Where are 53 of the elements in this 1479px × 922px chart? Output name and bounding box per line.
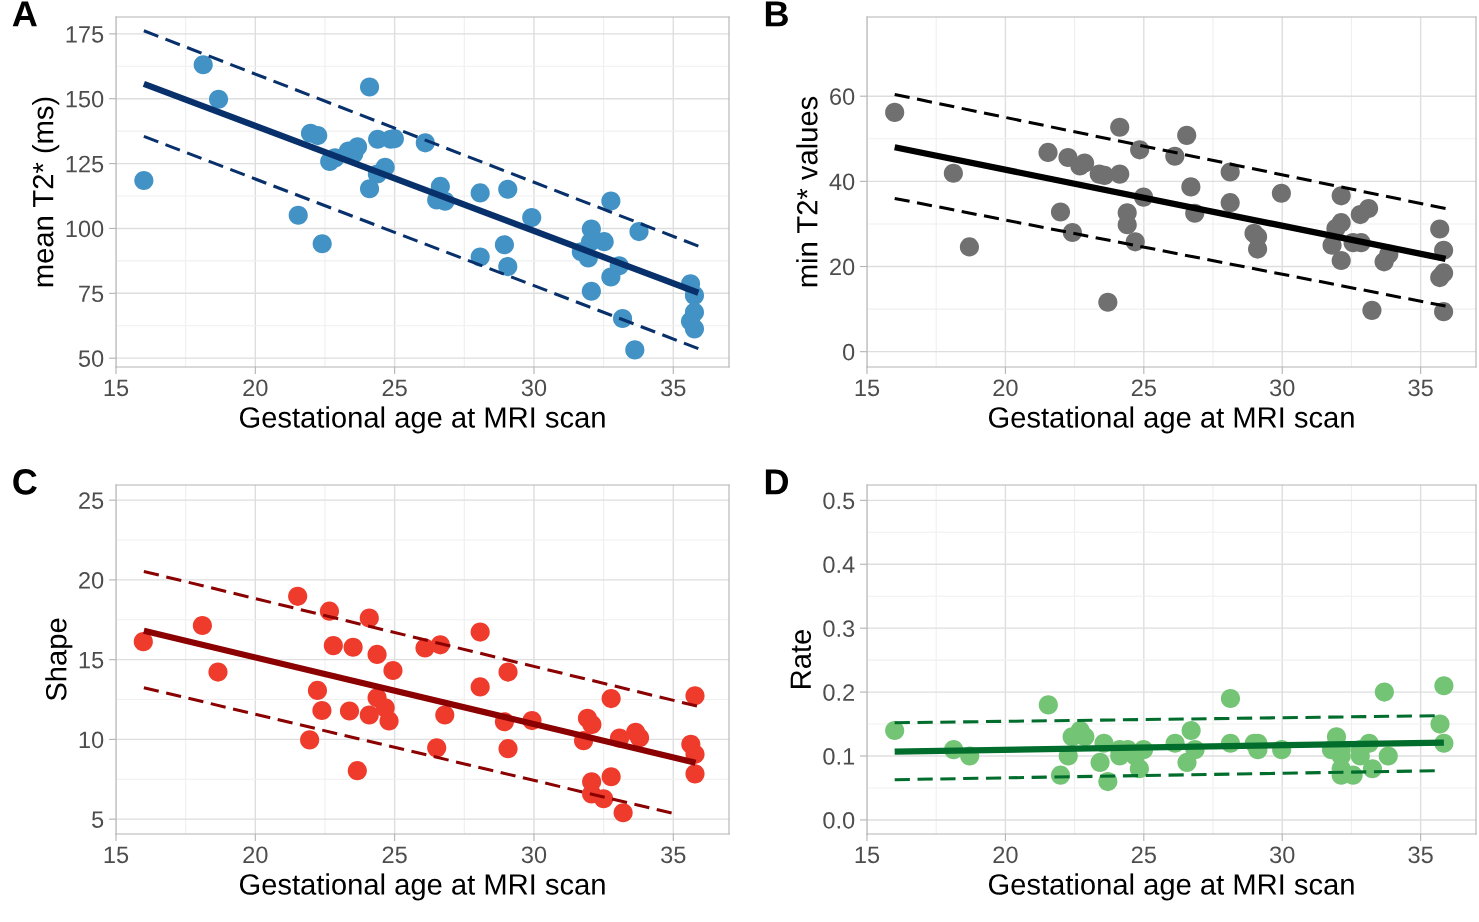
y-tick-label: 0.2	[823, 684, 855, 701]
y-tick-label: 150	[66, 90, 104, 108]
x-tick-label: 30	[521, 379, 547, 397]
y-tick-label: 0.1	[823, 748, 855, 765]
y-tick-label: 20	[830, 258, 855, 276]
y-axis-title: Shape	[45, 618, 73, 701]
y-tick-label: 75	[79, 285, 104, 303]
x-tick-label: 35	[1408, 379, 1433, 397]
x-axis-title: Gestational age at MRI scan	[988, 406, 1354, 434]
x-tick-label: 15	[104, 379, 129, 397]
y-axis-title: min T2* values	[796, 96, 818, 287]
y-tick-label: 0.4	[823, 556, 855, 574]
x-tick-label: 25	[1131, 846, 1156, 864]
y-tick-label: 40	[829, 173, 855, 191]
chart-title: B	[765, 1, 788, 27]
y-tick-label: 0.5	[823, 492, 855, 510]
x-tick-label: 25	[382, 379, 407, 397]
x-tick-label: 35	[661, 379, 686, 397]
x-axis-title: Gestational age at MRI scan	[988, 873, 1354, 901]
y-tick-label: 100	[66, 220, 104, 238]
x-tick-label: 30	[521, 846, 547, 864]
chart-title: D	[765, 469, 789, 495]
y-axis-title: mean T2* (ms)	[32, 97, 60, 287]
x-tick-label: 20	[993, 379, 1018, 397]
x-tick-label: 20	[243, 379, 268, 397]
y-tick-label: 175	[66, 26, 104, 43]
x-tick-label: 35	[661, 846, 686, 864]
y-tick-label: 5	[92, 811, 104, 828]
x-tick-label: 15	[855, 846, 880, 864]
x-tick-label: 15	[104, 846, 129, 864]
x-tick-label: 35	[1408, 846, 1433, 864]
y-tick-label: 15	[79, 651, 104, 669]
x-tick-label: 25	[382, 846, 407, 864]
x-tick-label: 20	[993, 846, 1018, 864]
y-tick-label: 50	[78, 350, 104, 367]
y-tick-label: 0.0	[823, 812, 855, 829]
x-tick-label: 30	[1270, 846, 1295, 864]
y-tick-label: 25	[79, 492, 104, 509]
y-tick-label: 0	[842, 343, 855, 361]
x-tick-label: 25	[1131, 379, 1156, 397]
y-tick-label: 125	[66, 155, 104, 173]
y-axis-title: Rate	[790, 629, 812, 688]
y-tick-label: 10	[79, 731, 104, 749]
x-axis-title: Gestational age at MRI scan	[239, 406, 605, 434]
chart-title: A	[12, 1, 37, 27]
y-tick-label: 60	[830, 88, 855, 105]
y-tick-label: 0.3	[823, 620, 855, 637]
x-tick-label: 20	[243, 846, 268, 864]
x-tick-label: 30	[1270, 379, 1295, 397]
x-tick-label: 15	[855, 379, 880, 397]
y-tick-label: 20	[79, 571, 104, 589]
chart-title: C	[13, 469, 37, 495]
x-axis-title: Gestational age at MRI scan	[239, 873, 605, 901]
